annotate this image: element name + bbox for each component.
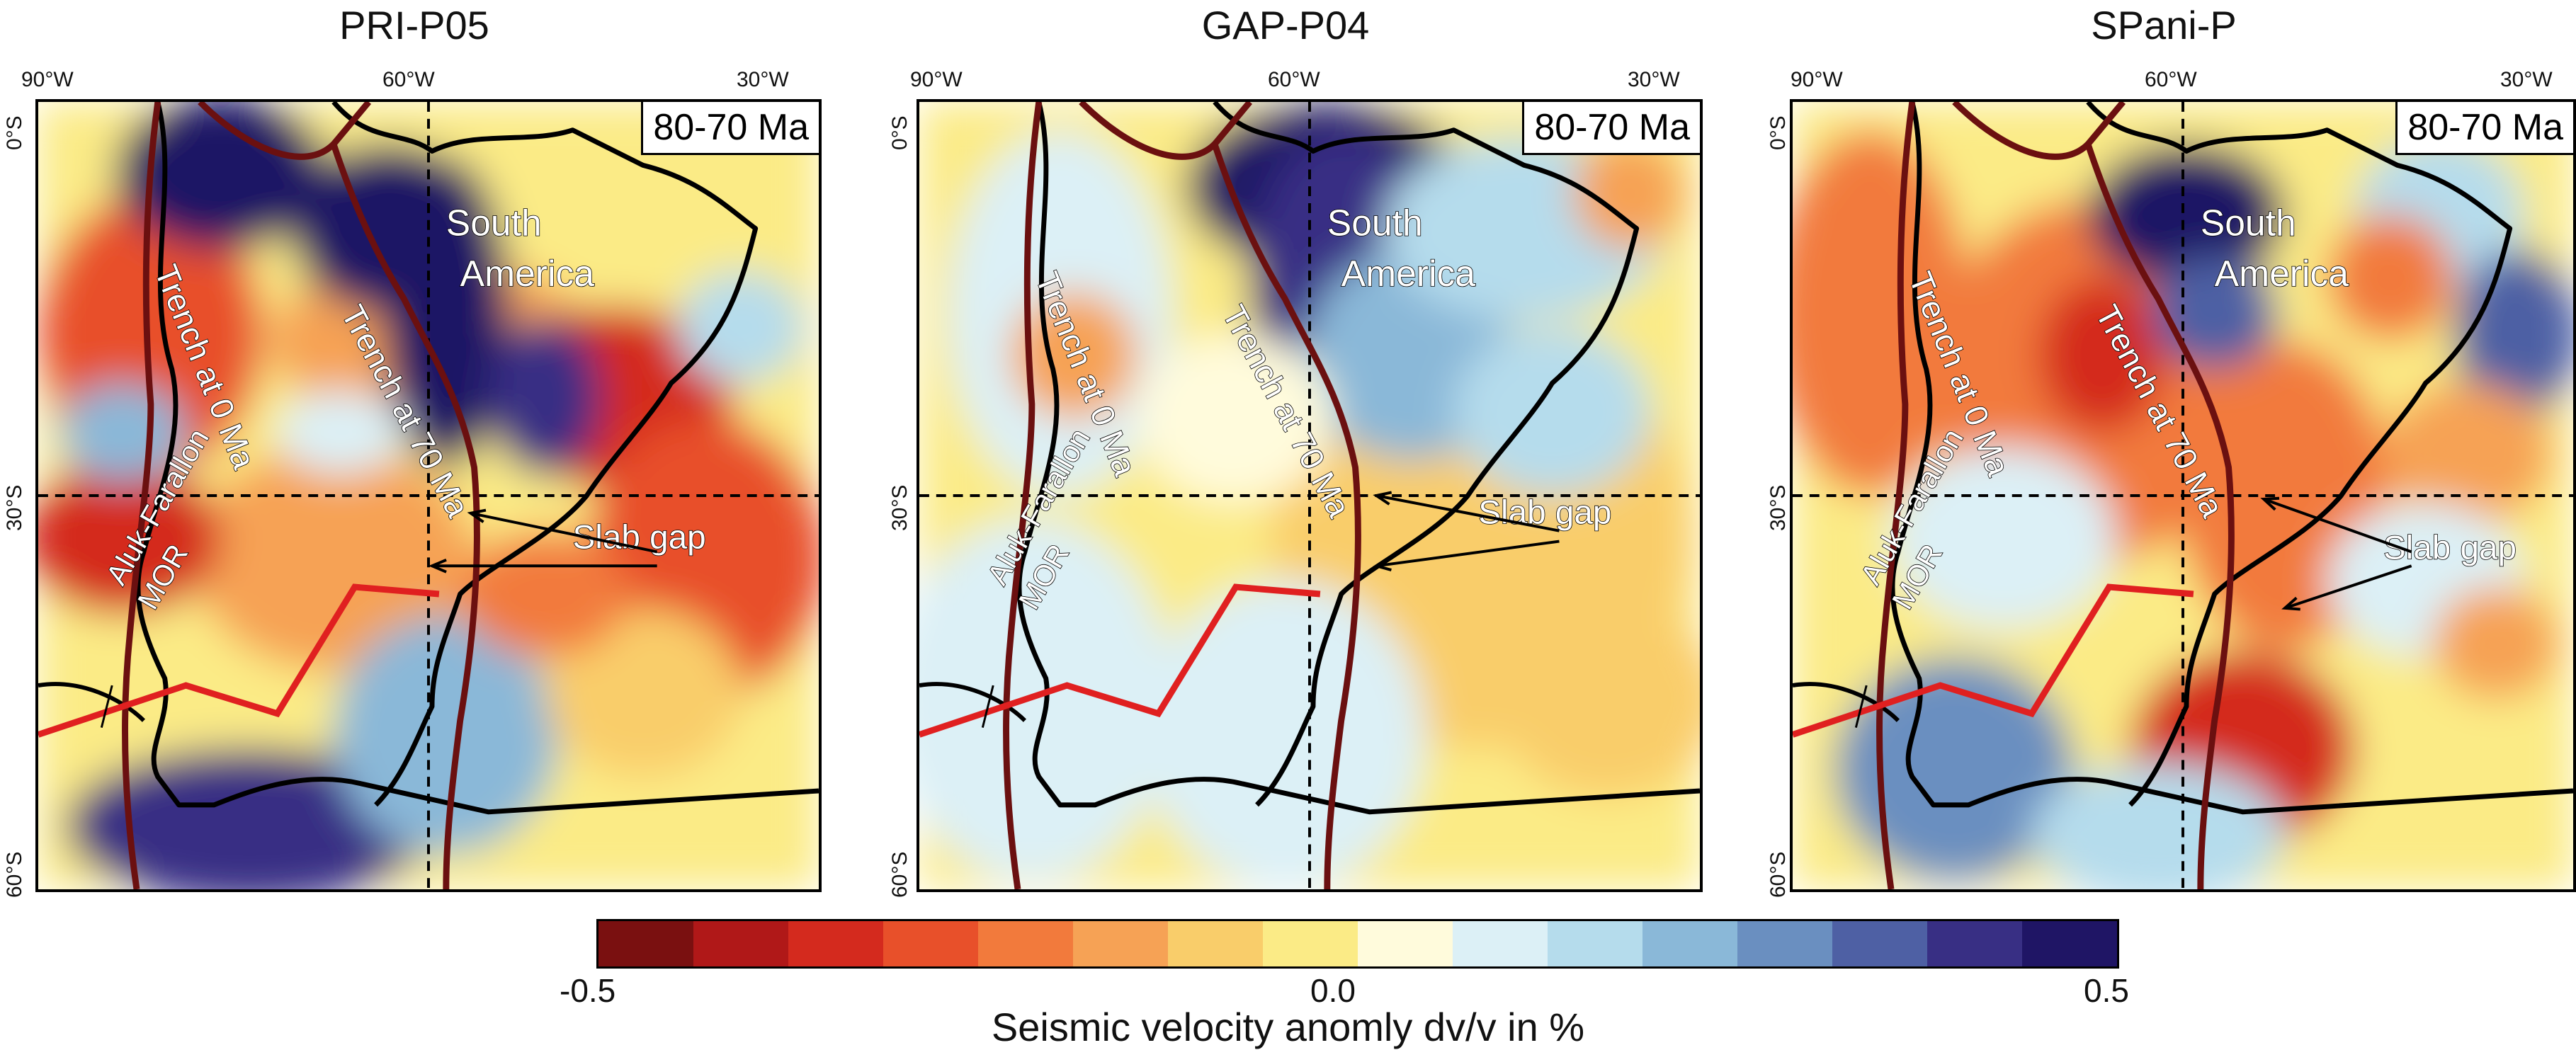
trench-0ma-line — [1003, 102, 1043, 889]
trench-0ma-line — [122, 102, 161, 889]
slab-gap-arrow — [1376, 540, 1560, 568]
panel-title-3: SPani-P — [2091, 3, 2237, 47]
lon-label-60w-1: 60°W — [382, 68, 435, 91]
colorbar-swatch — [1642, 921, 1737, 966]
continent-label-line2: America — [2215, 253, 2349, 294]
ridge-line — [38, 583, 440, 738]
tomography-map-1: Trench at 0 Ma Trench at 70 Ma South Americ… — [35, 99, 822, 892]
slab-gap-arrowhead — [2281, 596, 2300, 611]
panel-title-1: PRI-P05 — [339, 3, 489, 47]
colorbar-swatch — [978, 921, 1073, 966]
trench-70ma-line — [1079, 102, 1361, 889]
colorbar-swatch — [788, 921, 883, 966]
period-label: 80-70 Ma — [2395, 102, 2573, 155]
colorbar-swatch — [693, 921, 788, 966]
continent-label-line2: America — [1341, 253, 1476, 294]
colorbar-swatch — [1548, 921, 1642, 966]
colorbar-swatch — [1832, 921, 1927, 966]
lat-label-0s-2: 0°S — [888, 115, 912, 150]
slab-gap-arrow — [1375, 494, 1560, 532]
colorbar-swatch — [1737, 921, 1832, 966]
lon-label-30w-2: 30°W — [1628, 68, 1680, 91]
colorbar-mid-label: 0.0 — [1310, 972, 1356, 1009]
slab-gap-arrowhead — [467, 508, 487, 523]
lat-label-0s-1: 0°S — [3, 115, 26, 150]
lon-label-30w-1: 30°W — [737, 68, 789, 91]
colorbar-swatch — [1453, 921, 1548, 966]
colorbar — [596, 919, 2119, 969]
ridge-line — [919, 583, 1321, 738]
slab-gap-arrowhead — [1373, 491, 1392, 506]
plate-boundary — [1793, 682, 1900, 722]
coastline-west — [135, 102, 819, 815]
coastline-west — [1016, 102, 1700, 815]
lat-label-30s-3: 30°S — [1766, 484, 1790, 531]
lat-label-60s-1: 60°S — [3, 851, 26, 898]
continent-label-line2: America — [460, 253, 595, 294]
colorbar-swatch — [1263, 921, 1358, 966]
plate-boundary — [919, 682, 1027, 722]
colorbar-swatch — [1927, 921, 2022, 966]
lat-label-30s-2: 30°S — [888, 484, 912, 531]
plate-boundary — [38, 682, 146, 722]
colorbar-swatch — [2022, 921, 2117, 966]
ridge-label-leader — [1854, 685, 1868, 729]
lon-label-90w-1: 90°W — [21, 68, 74, 91]
colorbar-max-label: 0.5 — [2084, 972, 2129, 1009]
panel-title-2: GAP-P04 — [1201, 3, 1370, 47]
slab-gap-label: Slab gap — [1478, 494, 1611, 532]
slab-gap-arrowhead — [1373, 557, 1392, 571]
colorbar-swatch — [1073, 921, 1168, 966]
continent-label-line1: South — [2201, 202, 2296, 244]
lat-label-60s-3: 60°S — [1766, 851, 1790, 898]
period-label: 80-70 Ma — [641, 102, 819, 155]
slab-gap-arrow — [2263, 498, 2412, 554]
trench-70ma-line — [198, 102, 480, 889]
continent-label-line1: South — [1327, 202, 1423, 244]
colorbar-swatch — [883, 921, 978, 966]
slab-gap-arrowhead — [428, 558, 447, 573]
lat-label-30s-1: 30°S — [3, 484, 26, 531]
coastline-west — [1890, 102, 2573, 815]
lon-label-30w-3: 30°W — [2500, 68, 2553, 91]
ridge-label-leader — [100, 685, 113, 729]
coastline-east — [331, 102, 759, 807]
colorbar-min-label: -0.5 — [560, 972, 616, 1009]
tomography-map-3: Trench at 0 Ma Trench at 70 Ma South Americ… — [1790, 99, 2576, 892]
ridge-line — [1793, 583, 2194, 738]
coastline-east — [2086, 102, 2513, 807]
slab-gap-arrow — [470, 511, 658, 554]
slab-gap-arrowhead — [2260, 496, 2280, 511]
coastline-east — [1213, 102, 1640, 807]
lat-label-0s-3: 0°S — [1766, 115, 1790, 150]
period-label: 80-70 Ma — [1522, 102, 1700, 155]
slab-gap-arrow — [2284, 564, 2412, 610]
ridge-label-leader — [981, 685, 994, 729]
lat-label-60s-2: 60°S — [888, 851, 912, 898]
continent-label-line1: South — [446, 202, 542, 244]
colorbar-swatch — [1358, 921, 1453, 966]
colorbar-label: Seismic velocity anomly dv/v in % — [991, 1005, 1585, 1049]
trench-70ma-line — [1952, 102, 2235, 889]
lon-label-90w-2: 90°W — [910, 68, 963, 91]
colorbar-swatch — [598, 921, 693, 966]
lon-label-60w-3: 60°W — [2145, 68, 2197, 91]
slab-gap-label: Slab gap — [2383, 529, 2517, 566]
slab-gap-label: Slab gap — [573, 518, 706, 556]
trench-0ma-line — [1876, 102, 1916, 889]
tomography-map-2: Trench at 0 Ma Trench at 70 Ma South Americ… — [917, 99, 1703, 892]
lon-label-60w-2: 60°W — [1268, 68, 1320, 91]
lon-label-90w-3: 90°W — [1791, 68, 1843, 91]
colorbar-swatch — [1168, 921, 1263, 966]
